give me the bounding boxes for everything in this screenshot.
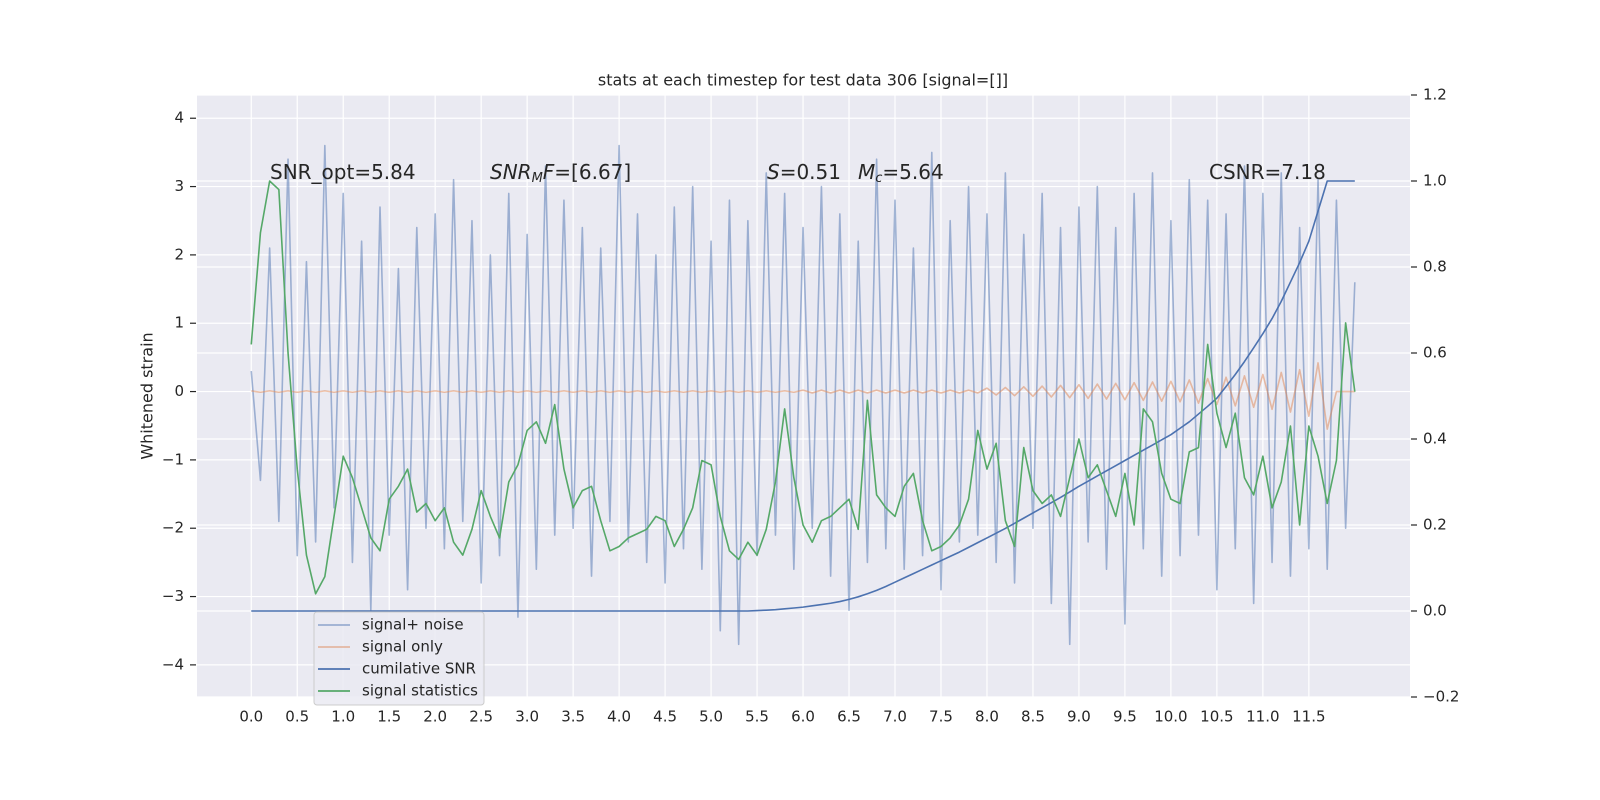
annotation: SNRMF=[6.67] xyxy=(490,160,631,186)
annotation: CSNR=7.18 xyxy=(1209,160,1326,184)
x-tick-label: 11.5 xyxy=(1292,708,1325,726)
annotation: S=0.51 xyxy=(767,160,841,184)
legend-box xyxy=(313,611,485,706)
y2-tick-label: 0.6 xyxy=(1423,344,1447,362)
annotation-part: =0.51 xyxy=(780,160,841,184)
y2-tick-label: 0.2 xyxy=(1423,516,1447,534)
y-tick-label: −2 xyxy=(162,519,184,537)
y-tick-label: 2 xyxy=(174,245,184,263)
x-tick-label: 2.0 xyxy=(423,708,447,726)
y2-tick-label: 1.0 xyxy=(1423,172,1447,190)
annotation-part: =5.64 xyxy=(882,160,943,184)
y2-tick-label: 1.2 xyxy=(1423,86,1447,104)
x-tick-label: 5.0 xyxy=(699,708,723,726)
y-tick-label: −4 xyxy=(162,655,184,673)
x-tick-label: 1.0 xyxy=(331,708,355,726)
y2-tick-label: 0.8 xyxy=(1423,258,1447,276)
legend-label: cumilative SNR xyxy=(362,660,476,678)
y-tick-label: −1 xyxy=(162,450,184,468)
legend-label: signal+ noise xyxy=(362,616,464,634)
x-tick-label: 4.0 xyxy=(607,708,631,726)
annotations: SNR_opt=5.84 SNRMF=[6.67] S=0.51 Mc=5.64 CSN… xyxy=(270,160,1326,186)
annotation-part: M xyxy=(532,171,543,186)
annotation: Mc=5.64 xyxy=(858,160,944,186)
annotation-part: S xyxy=(767,160,780,184)
x-tick-label: 4.5 xyxy=(653,708,677,726)
x-tick-label: 6.5 xyxy=(837,708,861,726)
y-axis-label: Whitened strain xyxy=(138,332,157,459)
x-tick-label: 9.0 xyxy=(1067,708,1091,726)
annotation-part: =[6.67] xyxy=(554,160,631,184)
x-tick-label: 9.5 xyxy=(1113,708,1137,726)
x-tick-label: 2.5 xyxy=(469,708,493,726)
y2-tick-label: 0.0 xyxy=(1423,602,1447,620)
x-tick-label: 8.5 xyxy=(1021,708,1045,726)
x-tick-label: 7.5 xyxy=(929,708,953,726)
x-tick-label: 6.0 xyxy=(791,708,815,726)
annotation-part: F xyxy=(543,160,555,184)
x-tick-label: 7.0 xyxy=(883,708,907,726)
x-tick-label: 3.0 xyxy=(515,708,539,726)
legend: signal+ noise signal only cumilative SNR si… xyxy=(313,611,485,706)
y2-tick-label: −0.2 xyxy=(1423,688,1459,706)
x-tick-label: 3.5 xyxy=(561,708,585,726)
y-tick-label: 3 xyxy=(174,177,184,195)
annotation: SNR_opt=5.84 xyxy=(270,160,416,184)
annotation-part: SNR_opt=5.84 xyxy=(270,160,416,184)
annotation-part: SNR xyxy=(490,160,532,184)
legend-label: signal only xyxy=(362,638,443,656)
legend-label: signal statistics xyxy=(362,682,478,700)
y-tick-label: −3 xyxy=(162,587,184,605)
y-tick-label: 1 xyxy=(174,314,184,332)
series-line xyxy=(250,144,1356,646)
series-line xyxy=(251,362,1355,430)
series-line xyxy=(250,180,1356,595)
series-layer xyxy=(250,144,1356,646)
x-tick-label: 0.0 xyxy=(239,708,263,726)
x-tick-label: 11.0 xyxy=(1246,708,1279,726)
x-tick-label: 5.5 xyxy=(745,708,769,726)
series-line xyxy=(251,180,1355,612)
y-tick-label: 4 xyxy=(174,109,184,127)
y-tick-label: 0 xyxy=(174,382,184,400)
x-tick-label: 8.0 xyxy=(975,708,999,726)
chart-title: stats at each timestep for test data 306… xyxy=(598,71,1008,90)
annotation-part: CSNR=7.18 xyxy=(1209,160,1326,184)
x-tick-label: 0.5 xyxy=(285,708,309,726)
annotation-part: M xyxy=(858,160,875,184)
y2-tick-label: 0.4 xyxy=(1423,430,1447,448)
annotation-part: c xyxy=(875,171,882,186)
x-tick-label: 10.0 xyxy=(1154,708,1187,726)
x-tick-label: 1.5 xyxy=(377,708,401,726)
x-tick-label: 10.5 xyxy=(1200,708,1233,726)
